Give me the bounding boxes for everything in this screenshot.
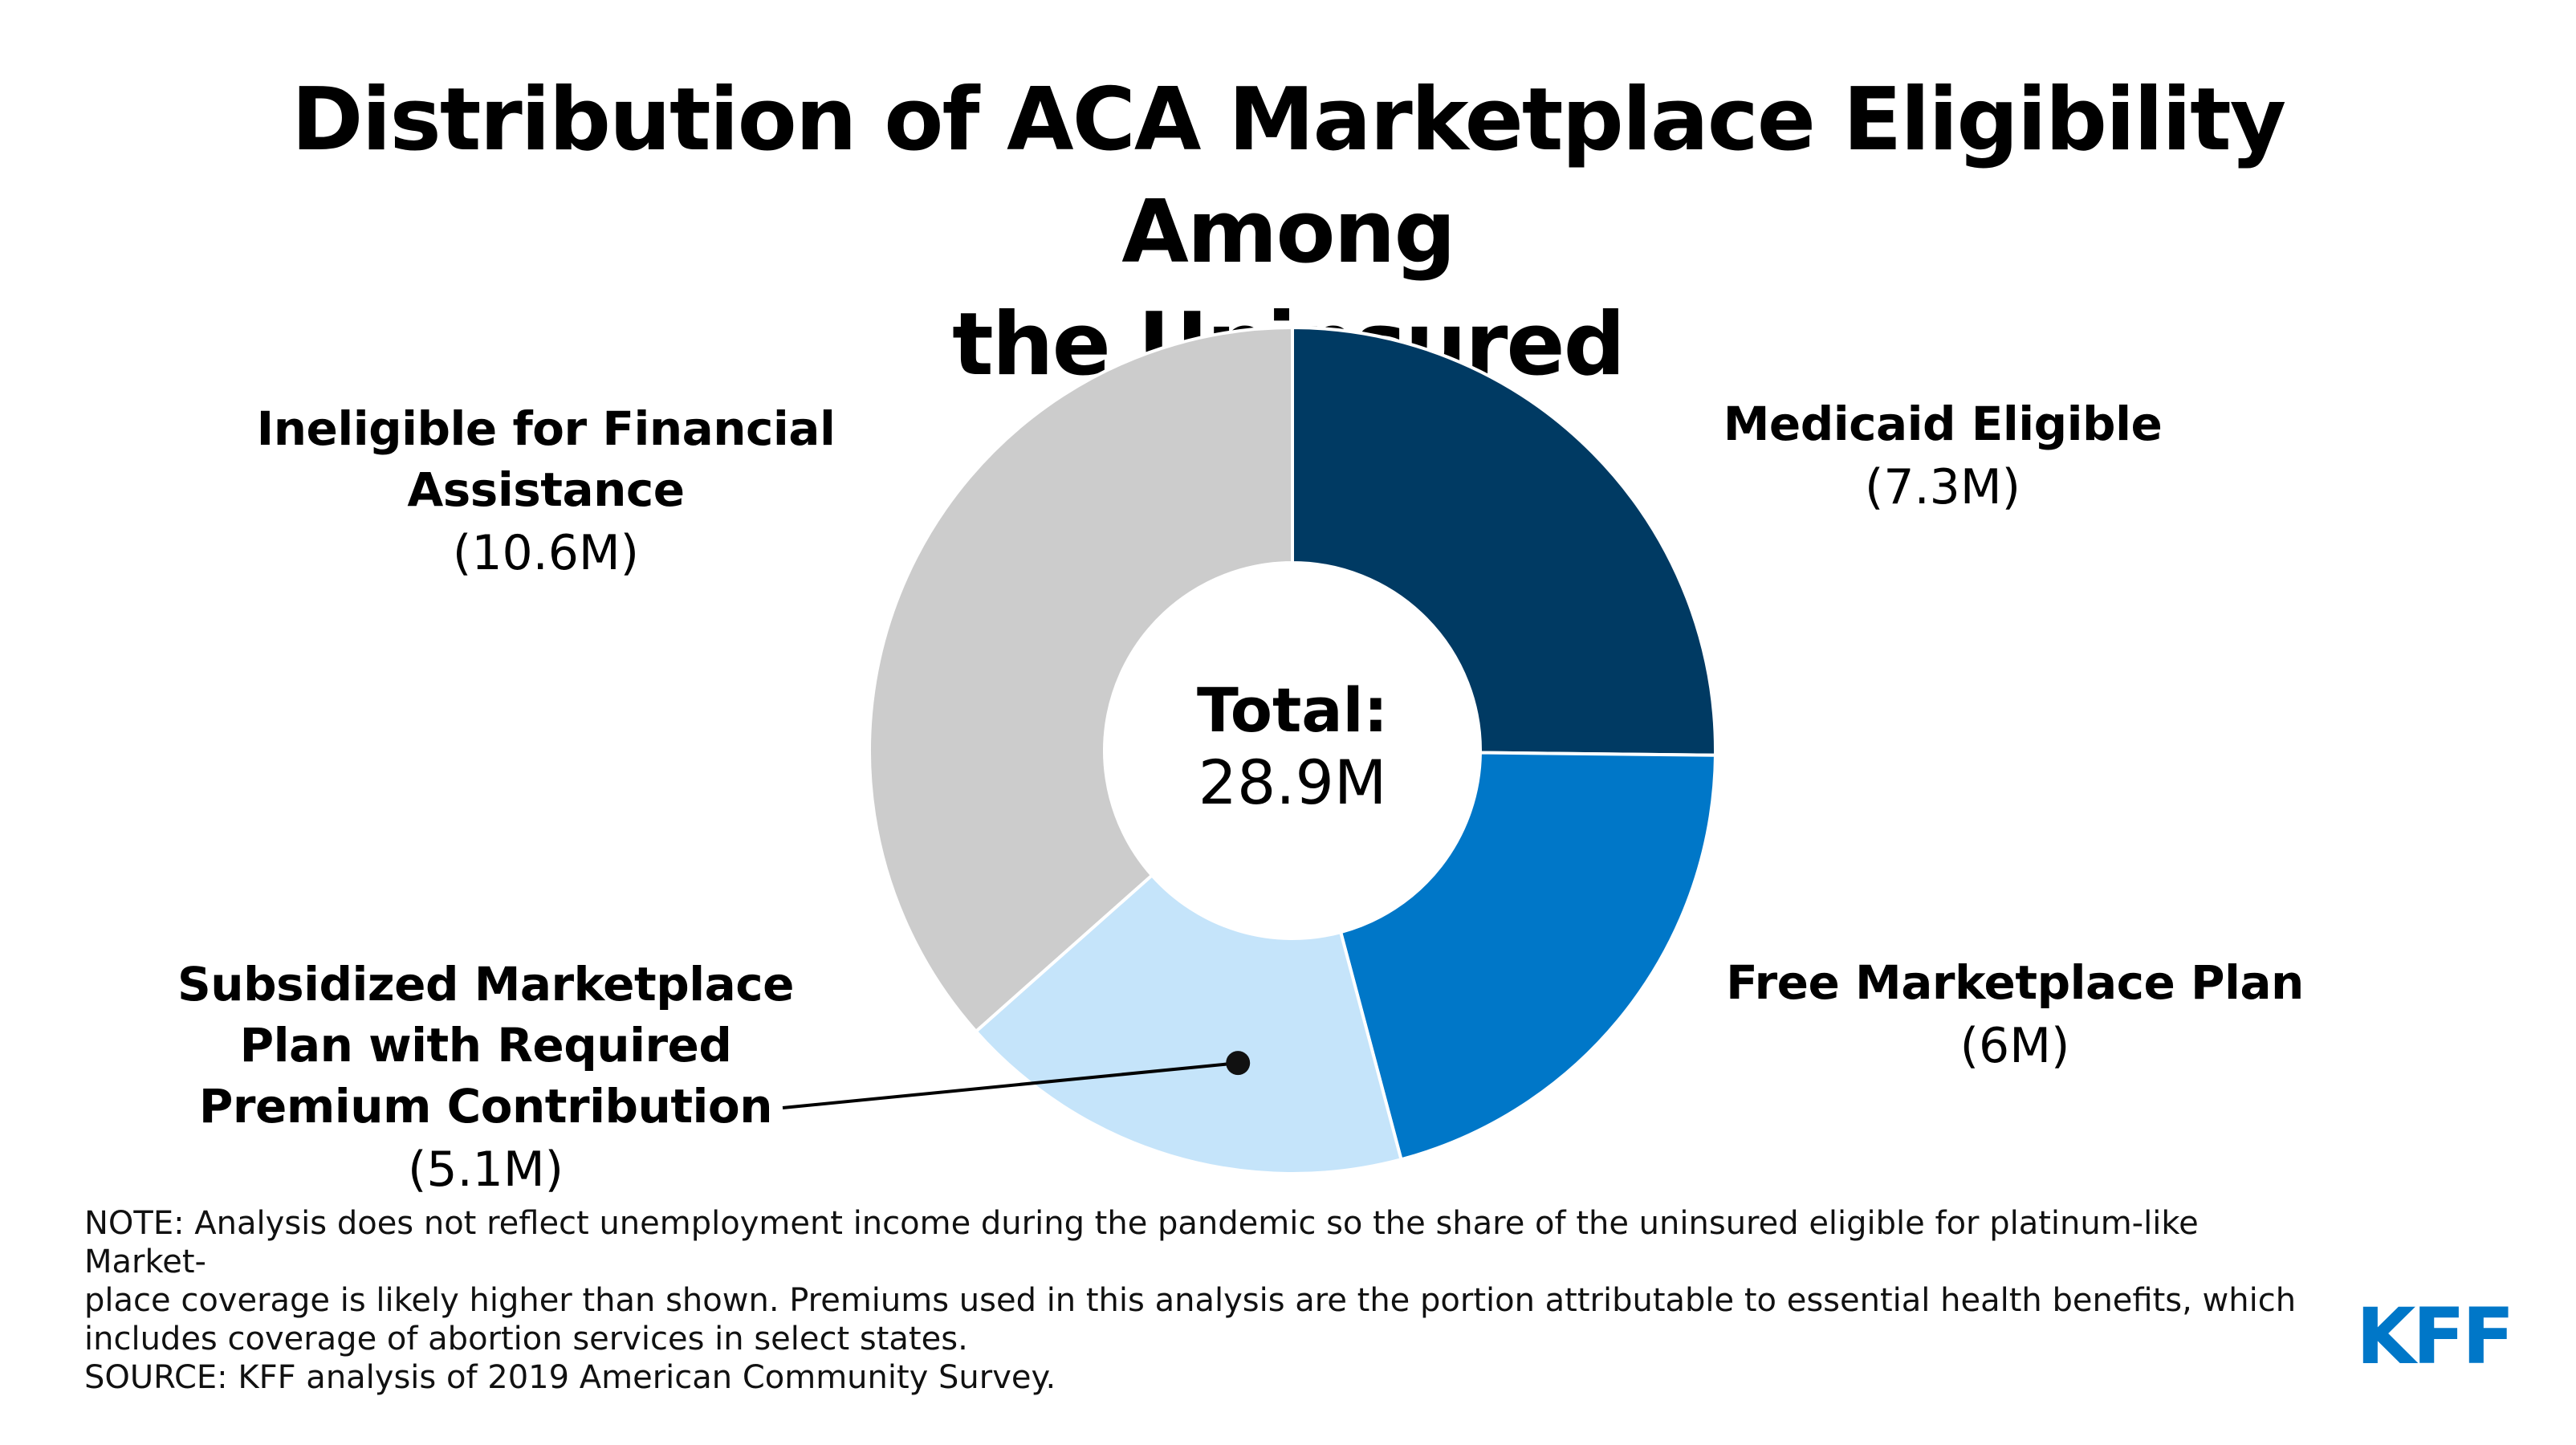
slice-label-ineligible: Ineligible for Financial Assistance (10.… bbox=[225, 398, 867, 586]
note-line-3: includes coverage of abortion services i… bbox=[84, 1321, 968, 1357]
slice-label-subsidized-name-2: Plan with Required bbox=[239, 1018, 732, 1073]
kff-logo: KFF bbox=[2356, 1292, 2515, 1382]
slice-ineligible-financial-assistance bbox=[868, 325, 1294, 1034]
slice-label-ineligible-value: (10.6M) bbox=[452, 525, 640, 581]
slice-label-medicaid: Medicaid Eligible (7.3M) bbox=[1670, 393, 2216, 520]
slice-label-medicaid-value: (7.3M) bbox=[1864, 459, 2021, 515]
donut-center-label: Total: 28.9M bbox=[1132, 674, 1453, 819]
slice-medicaid-eligible bbox=[1291, 325, 1717, 757]
total-label: Total: bbox=[1196, 674, 1389, 746]
slice-label-subsidized: Subsidized Marketplace Plan with Require… bbox=[157, 954, 815, 1203]
source-line: SOURCE: KFF analysis of 2019 American Co… bbox=[84, 1359, 1056, 1396]
total-value: 28.9M bbox=[1198, 747, 1387, 818]
slice-free-marketplace-plan bbox=[1338, 751, 1717, 1162]
note-line-1: NOTE: Analysis does not reflect unemploy… bbox=[84, 1205, 2199, 1280]
chart-title-line-1: Distribution of ACA Marketplace Eligibil… bbox=[291, 70, 2286, 283]
chart-title: Distribution of ACA Marketplace Eligibil… bbox=[161, 64, 2415, 401]
slice-label-free-name: Free Marketplace Plan bbox=[1726, 955, 2304, 1010]
note-line-2: place coverage is likely higher than sho… bbox=[84, 1282, 2297, 1319]
slice-label-medicaid-name: Medicaid Eligible bbox=[1723, 397, 2163, 451]
slice-subsidized-marketplace-plan bbox=[974, 873, 1403, 1175]
slice-label-ineligible-name-2: Assistance bbox=[407, 462, 685, 517]
slice-label-subsidized-name-3: Premium Contribution bbox=[198, 1079, 773, 1134]
leader-dot-subsidized bbox=[1226, 1051, 1251, 1076]
slice-label-free-value: (6M) bbox=[1959, 1018, 2070, 1074]
leader-line-subsidized bbox=[782, 1061, 1239, 1109]
chart-note: NOTE: Analysis does not reflect unemploy… bbox=[84, 1204, 2316, 1397]
slice-label-subsidized-value: (5.1M) bbox=[407, 1142, 564, 1198]
slice-label-free: Free Marketplace Plan (6M) bbox=[1702, 952, 2328, 1079]
slice-label-ineligible-name-1: Ineligible for Financial bbox=[256, 401, 836, 456]
slice-label-subsidized-name-1: Subsidized Marketplace bbox=[177, 957, 794, 1012]
